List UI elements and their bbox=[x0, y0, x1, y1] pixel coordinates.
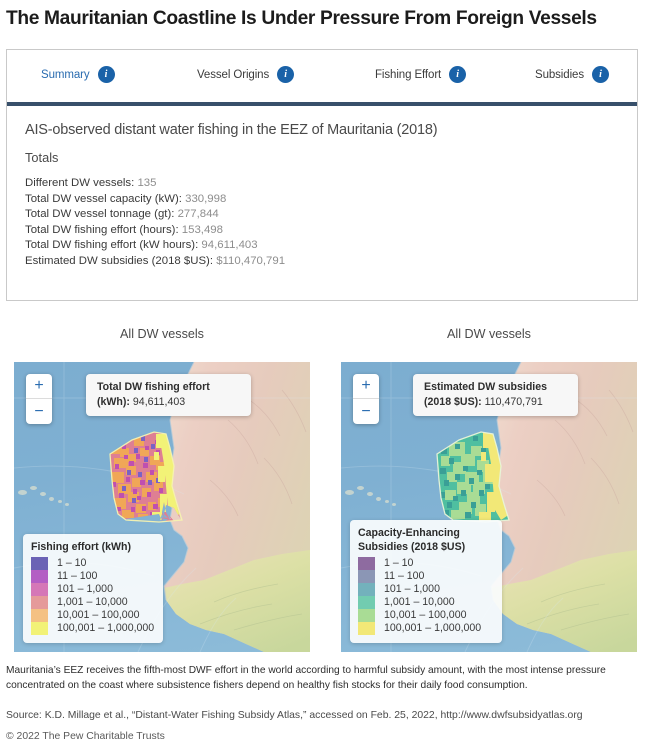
legend-labels: 1 – 10 11 – 100 101 – 1,000 1,001 – 10,0… bbox=[57, 557, 154, 635]
legend-label: 101 – 1,000 bbox=[384, 583, 440, 595]
map-zoom-controls[interactable]: + − bbox=[26, 374, 52, 424]
zoom-out-button[interactable]: − bbox=[361, 402, 371, 420]
totals-label: Different DW vessels: bbox=[25, 177, 135, 189]
figure-caption: Mauritania’s EEZ receives the fifth-most… bbox=[6, 665, 606, 691]
tab-subsidies-label: Subsidies bbox=[535, 68, 584, 81]
totals-row: Total DW fishing effort (hours): 153,498 bbox=[25, 223, 619, 239]
map-title-right: All DW vessels bbox=[447, 327, 531, 341]
page-title: The Mauritanian Coastline Is Under Press… bbox=[6, 8, 597, 29]
totals-row: Estimated DW subsidies (2018 $US): $110,… bbox=[25, 254, 619, 270]
land-layer bbox=[161, 362, 310, 652]
legend-label: 11 – 100 bbox=[384, 570, 425, 582]
totals-label: Total DW fishing effort (kW hours): bbox=[25, 239, 199, 251]
legend-label: 1 – 10 bbox=[384, 557, 414, 569]
totals-row: Total DW vessel capacity (kW): 330,998 bbox=[25, 192, 619, 208]
legend-swatches bbox=[31, 557, 48, 635]
legend-swatch bbox=[358, 583, 375, 596]
legend-label: 11 – 100 bbox=[57, 570, 98, 582]
legend-swatch bbox=[31, 596, 48, 609]
copyright-note: © 2022 The Pew Charitable Trusts bbox=[6, 731, 165, 742]
legend-swatch bbox=[31, 583, 48, 596]
eez-fishing-effort-overlay bbox=[109, 431, 183, 523]
readout-label: Estimated DW subsidies (2018 $US): bbox=[424, 381, 548, 408]
tab-summary[interactable]: Summary i bbox=[41, 66, 115, 83]
legend-label: 100,001 – 1,000,000 bbox=[384, 622, 482, 634]
map-title-left: All DW vessels bbox=[120, 327, 204, 341]
dashboard-panel: Summary i Vessel Origins i Fishing Effor… bbox=[6, 49, 638, 301]
legend-swatches bbox=[358, 557, 375, 635]
legend-label: 1,001 – 10,000 bbox=[57, 596, 128, 608]
summary-panel: AIS-observed distant water fishing in th… bbox=[7, 106, 637, 279]
totals-value: 277,844 bbox=[177, 208, 219, 220]
legend-swatch bbox=[31, 609, 48, 622]
totals-row: Different DW vessels: 135 bbox=[25, 176, 619, 192]
legend-label: 10,001 – 100,000 bbox=[57, 609, 140, 621]
source-note: Source: K.D. Millage et al., “Distant-Wa… bbox=[6, 710, 583, 721]
totals-value: 135 bbox=[137, 177, 157, 189]
legend-subsidies: Capacity-Enhancing Subsidies (2018 $US) … bbox=[350, 520, 502, 643]
summary-heading: AIS-observed distant water fishing in th… bbox=[25, 122, 438, 138]
zoom-in-button[interactable]: + bbox=[26, 374, 52, 399]
legend-label: 101 – 1,000 bbox=[57, 583, 113, 595]
map-subsidies[interactable]: + − Estimated DW subsidies (2018 $US): 1… bbox=[341, 362, 637, 652]
tab-vessel-origins[interactable]: Vessel Origins i bbox=[197, 66, 295, 83]
legend-fishing-effort: Fishing effort (kWh) 1 – 10 11 – 100 101… bbox=[23, 533, 164, 643]
legend-swatch bbox=[31, 557, 48, 570]
eez-subsidies-overlay bbox=[436, 431, 510, 523]
legend-label: 1,001 – 10,000 bbox=[384, 596, 455, 608]
info-icon[interactable]: i bbox=[97, 66, 115, 83]
totals-value: $110,470,791 bbox=[216, 254, 286, 267]
legend-swatch bbox=[31, 570, 48, 583]
tab-vessel-origins-label: Vessel Origins bbox=[197, 68, 270, 81]
legend-swatch bbox=[31, 622, 48, 635]
readout-label: Total DW fishing effort (kWh): bbox=[97, 381, 210, 408]
legend-swatch bbox=[358, 609, 375, 622]
totals-row: Total DW vessel tonnage (gt): 277,844 bbox=[25, 207, 619, 223]
readout-value: 110,470,791 bbox=[484, 395, 543, 408]
zoom-in-button[interactable]: + bbox=[353, 374, 379, 399]
legend-swatch bbox=[358, 557, 375, 570]
totals-label: Total DW vessel capacity (kW): bbox=[25, 192, 182, 205]
canary-islands bbox=[345, 484, 405, 510]
map-fishing-effort[interactable]: + − Total DW fishing effort (kWh): 94,61… bbox=[14, 362, 310, 652]
tab-subsidies[interactable]: Subsidies i bbox=[535, 66, 609, 83]
totals-value: 94,611,403 bbox=[201, 239, 258, 251]
canary-islands bbox=[18, 484, 78, 510]
legend-labels: 1 – 10 11 – 100 101 – 1,000 1,001 – 10,0… bbox=[384, 557, 481, 635]
totals-row: Total DW fishing effort (kW hours): 94,6… bbox=[25, 238, 619, 254]
readout-value: 94,611,403 bbox=[132, 395, 186, 408]
totals-value: 330,998 bbox=[185, 192, 227, 205]
land-layer bbox=[488, 362, 637, 652]
legend-title: Fishing effort (kWh) bbox=[31, 540, 132, 553]
totals-value: 153,498 bbox=[181, 223, 223, 236]
totals-label: Total DW vessel tonnage (gt): bbox=[25, 208, 175, 220]
tab-fishing-effort-label: Fishing Effort bbox=[375, 68, 442, 81]
legend-title: Capacity-Enhancing Subsidies (2018 $US) bbox=[358, 527, 466, 553]
legend-swatch bbox=[358, 596, 375, 609]
tab-bar: Summary i Vessel Origins i Fishing Effor… bbox=[7, 50, 637, 106]
map-readout-subsidies: Estimated DW subsidies (2018 $US): 110,4… bbox=[413, 374, 578, 416]
tab-fishing-effort[interactable]: Fishing Effort i bbox=[375, 66, 467, 83]
totals-list: Different DW vessels: 135 Total DW vesse… bbox=[25, 176, 619, 269]
map-zoom-controls[interactable]: + − bbox=[353, 374, 379, 424]
legend-label: 100,001 – 1,000,000 bbox=[57, 622, 155, 634]
tab-summary-label: Summary bbox=[41, 68, 90, 81]
zoom-out-button[interactable]: − bbox=[34, 402, 44, 420]
info-icon[interactable]: i bbox=[449, 66, 467, 83]
totals-label: Total DW fishing effort (hours): bbox=[25, 223, 179, 236]
map-readout-fishing-effort: Total DW fishing effort (kWh): 94,611,40… bbox=[86, 374, 251, 416]
info-icon[interactable]: i bbox=[591, 66, 609, 83]
legend-swatch bbox=[358, 622, 375, 635]
summary-subheading: Totals bbox=[25, 150, 59, 165]
legend-label: 10,001 – 100,000 bbox=[384, 609, 467, 621]
legend-label: 1 – 10 bbox=[57, 557, 87, 569]
info-icon[interactable]: i bbox=[277, 66, 295, 83]
totals-label: Estimated DW subsidies (2018 $US): bbox=[25, 254, 214, 267]
legend-swatch bbox=[358, 570, 375, 583]
